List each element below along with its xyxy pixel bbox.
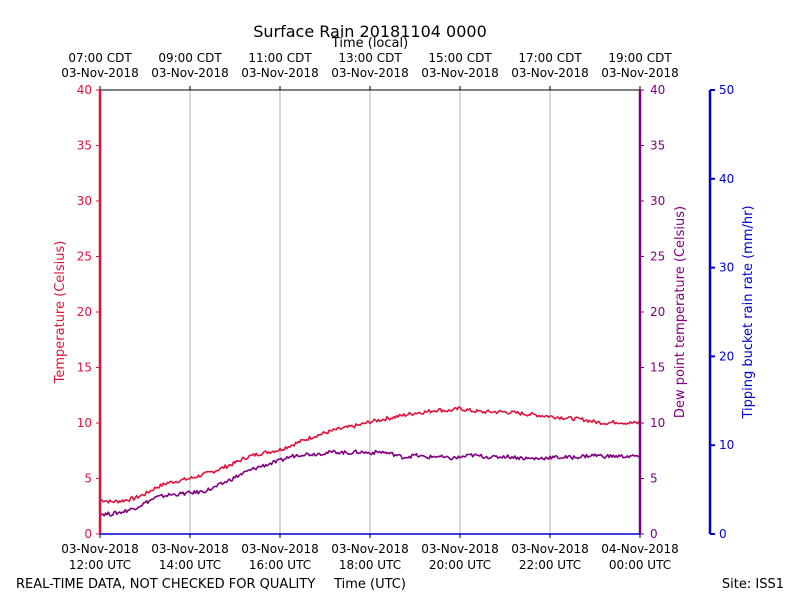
bottom-tick-label-date: 03-Nov-2018: [331, 542, 409, 556]
far-right-tick-label: 10: [719, 438, 734, 452]
bottom-tick-label-time: 00:00 UTC: [609, 558, 671, 572]
bottom-tick-label-time: 18:00 UTC: [339, 558, 401, 572]
bottom-tick-label-time: 14:00 UTC: [159, 558, 221, 572]
left-tick-label: 10: [77, 416, 92, 430]
series-layer: [99, 406, 641, 517]
left-tick-label: 0: [84, 527, 92, 541]
left-tick-label: 15: [77, 361, 92, 375]
right-tick-label: 25: [650, 250, 665, 264]
top-tick-label-time: 17:00 CDT: [518, 51, 582, 65]
left-tick-label: 20: [77, 305, 92, 319]
left-tick-label: 30: [77, 194, 92, 208]
bottom-tick-label-date: 03-Nov-2018: [61, 542, 139, 556]
left-tick-label: 25: [77, 250, 92, 264]
right-tick-label: 5: [650, 472, 658, 486]
top-tick-label-date: 03-Nov-2018: [331, 66, 409, 80]
left-tick-label: 40: [77, 83, 92, 97]
bottom-tick-label-date: 04-Nov-2018: [601, 542, 679, 556]
right-tick-label: 20: [650, 305, 665, 319]
right-tick-label: 35: [650, 139, 665, 153]
bottom-tick-label-time: 16:00 UTC: [249, 558, 311, 572]
bottom-tick-label-date: 03-Nov-2018: [511, 542, 589, 556]
bottom-tick-label-time: 22:00 UTC: [519, 558, 581, 572]
ticks-layer: 03-Nov-2018 12:00 UTC 03-Nov-2018 14:00 UTC…: [61, 51, 734, 572]
top-tick-label-time: 09:00 CDT: [158, 51, 222, 65]
bottom-tick-label-time: 20:00 UTC: [429, 558, 491, 572]
chart-title: Surface Rain 20181104 0000: [253, 22, 487, 41]
footer-quality-note: REAL-TIME DATA, NOT CHECKED FOR QUALITY: [16, 577, 315, 592]
top-tick-label-date: 03-Nov-2018: [61, 66, 139, 80]
far-right-tick-label: 40: [719, 172, 734, 186]
y-axis-label-left: Temperature (Celsius): [53, 241, 68, 385]
top-tick-label-time: 11:00 CDT: [248, 51, 312, 65]
top-tick-label-time: 19:00 CDT: [608, 51, 672, 65]
right-tick-label: 40: [650, 83, 665, 97]
right-tick-label: 10: [650, 416, 665, 430]
top-tick-label-date: 03-Nov-2018: [601, 66, 679, 80]
far-right-tick-label: 0: [719, 527, 727, 541]
y-axis-label-right: Dew point temperature (Celsius): [673, 206, 688, 418]
footer-site: Site: ISS1: [722, 577, 784, 592]
left-tick-label: 35: [77, 139, 92, 153]
x-axis-label: Time (UTC): [333, 577, 406, 592]
top-tick-label-date: 03-Nov-2018: [241, 66, 319, 80]
top-tick-label-time: 15:00 CDT: [428, 51, 492, 65]
right-tick-label: 0: [650, 527, 658, 541]
bottom-tick-label-time: 12:00 UTC: [69, 558, 131, 572]
top-axis-label: Time (local): [331, 36, 408, 51]
temperature-series-line: [100, 406, 641, 504]
top-tick-label-time: 13:00 CDT: [338, 51, 402, 65]
top-tick-label-date: 03-Nov-2018: [421, 66, 499, 80]
left-tick-label: 5: [84, 472, 92, 486]
dewpoint-series-line: [99, 449, 641, 517]
far-right-tick-label: 30: [719, 261, 734, 275]
top-tick-label-date: 03-Nov-2018: [151, 66, 229, 80]
top-tick-label-date: 03-Nov-2018: [511, 66, 589, 80]
bottom-tick-label-date: 03-Nov-2018: [241, 542, 319, 556]
right-tick-label: 15: [650, 361, 665, 375]
top-tick-label-time: 07:00 CDT: [68, 51, 132, 65]
far-right-tick-label: 20: [719, 349, 734, 363]
y-axis-label-far-right: Tipping bucket rain rate (mm/hr): [741, 205, 756, 419]
bottom-tick-label-date: 03-Nov-2018: [151, 542, 229, 556]
right-tick-label: 30: [650, 194, 665, 208]
bottom-tick-label-date: 03-Nov-2018: [421, 542, 499, 556]
far-right-tick-label: 50: [719, 83, 734, 97]
grid-layer: [189, 90, 551, 534]
